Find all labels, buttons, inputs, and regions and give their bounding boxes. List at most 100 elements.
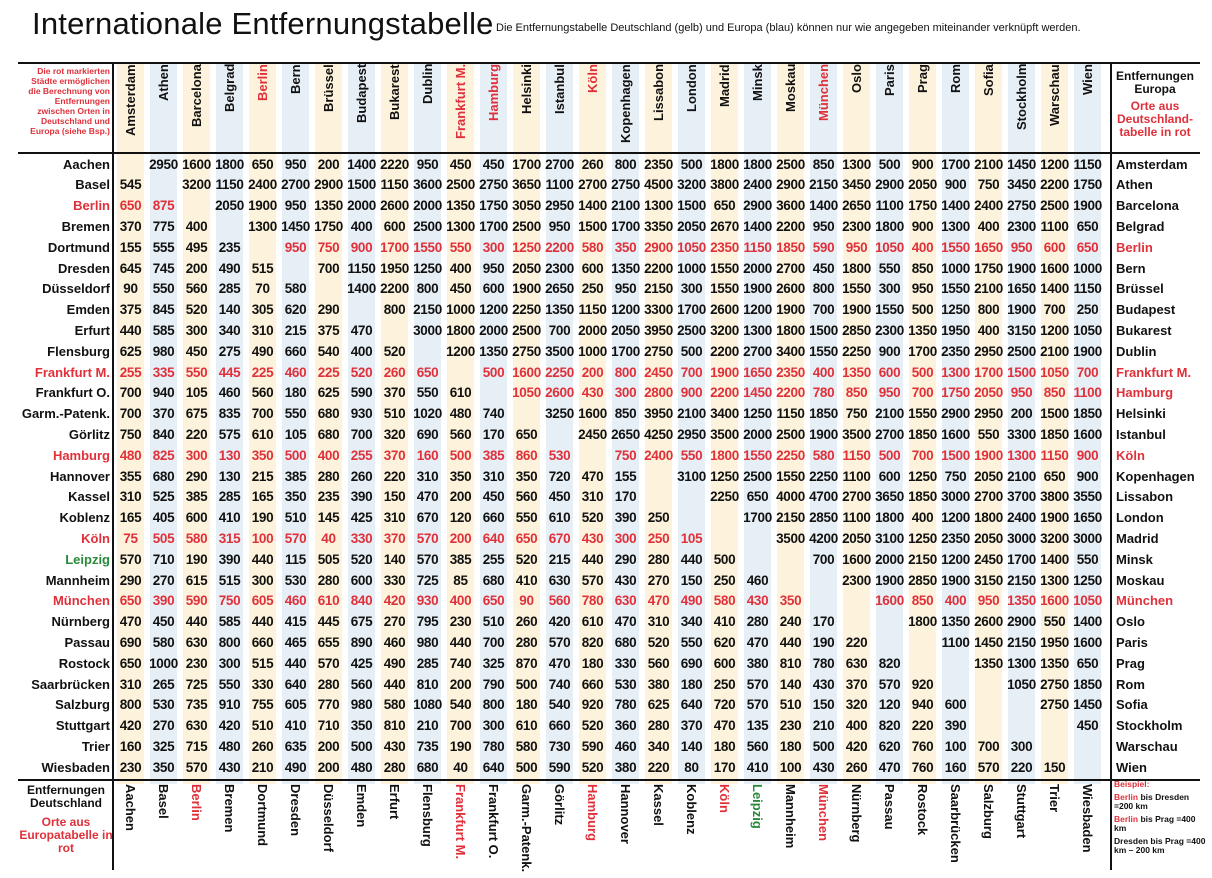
distance-cell: 320 [383,426,406,442]
europe-column-header: Berlin [255,64,270,101]
distance-cell: 550 [878,260,901,276]
distance-cell: 90 [123,281,138,297]
germany-row-label: Leipzig [65,551,110,567]
europe-column-header: Madrid [717,64,732,107]
distance-cell: 2150 [809,177,838,193]
distance-cell: 1850 [1073,406,1102,422]
distance-cell: 1650 [1007,281,1036,297]
distance-cell: 2150 [644,281,673,297]
distance-cell: 310 [383,510,406,526]
distance-cell: 4000 [776,489,805,505]
distance-cell: 330 [383,572,406,588]
distance-cell: 3950 [644,406,673,422]
distance-cell: 2200 [776,218,805,234]
distance-cell: 2150 [908,551,937,567]
germany-row-label: Hamburg [52,447,110,463]
distance-cell: 510 [251,718,274,734]
distance-cell: 350 [251,447,274,463]
distance-cell: 700 [119,385,142,401]
distance-cell: 1100 [842,510,871,526]
distance-cell: 390 [944,718,967,734]
distance-cell: 300 [251,572,274,588]
distance-cell: 2000 [743,426,772,442]
distance-cell: 560 [251,385,274,401]
distance-cell: 1900 [776,302,805,318]
distance-cell: 2250 [842,343,871,359]
example-line-2: bis Prag =400 km [1114,813,1196,833]
distance-cell: 290 [317,302,340,318]
distance-cell: 2300 [842,572,871,588]
distance-cell: 1250 [413,260,442,276]
distance-cell: 220 [911,718,934,734]
distance-cell: 800 [614,364,637,380]
distance-cell: 2500 [776,156,805,172]
distance-cell: 660 [581,676,604,692]
distance-cell: 2300 [875,322,904,338]
distance-cell: 280 [317,572,340,588]
distance-cell: 500 [713,551,736,567]
distance-cell: 330 [350,530,373,546]
distance-cell: 2100 [677,406,706,422]
distance-cell: 800 [482,697,505,713]
distance-cell: 2700 [776,260,805,276]
distance-cell: 140 [218,302,241,318]
europe-header-subtitle: Orte aus Deutschland-tabelle in rot [1116,99,1193,139]
column-stripe [414,62,441,784]
distance-cell: 490 [251,343,274,359]
distance-cell: 410 [746,759,769,775]
distance-cell: 260 [350,468,373,484]
distance-cell: 545 [119,177,142,193]
distance-cell: 1020 [413,406,442,422]
distance-cell: 1150 [1073,281,1102,297]
distance-cell: 375 [119,302,142,318]
distance-cell: 3000 [413,322,442,338]
distance-cell: 1900 [512,281,541,297]
europe-row-label: Belgrad [1116,218,1165,234]
distance-cell: 650 [482,593,505,609]
distance-cell: 2850 [842,322,871,338]
distance-cell: 3600 [776,198,805,214]
distance-cell: 390 [614,510,637,526]
distance-cell: 255 [350,447,373,463]
distance-cell: 2900 [743,198,772,214]
distance-cell: 325 [482,655,505,671]
distance-cell: 285 [416,655,439,671]
distance-cell: 250 [713,676,736,692]
distance-cell: 1600 [842,551,871,567]
distance-cell: 415 [284,614,307,630]
germany-row-label: Garm.-Patenk. [21,406,110,422]
distance-cell: 210 [416,718,439,734]
distance-cell: 1450 [1073,697,1102,713]
distance-cell: 630 [614,593,637,609]
distance-cell: 1650 [1073,510,1102,526]
distance-cell: 715 [185,738,208,754]
germany-column-footer: Emden [354,784,369,828]
distance-cell: 950 [548,218,571,234]
distance-cell: 390 [152,593,175,609]
distance-cell: 2670 [710,218,739,234]
distance-cell: 450 [185,343,208,359]
distance-cell: 300 [614,385,637,401]
distance-cell: 2000 [413,198,442,214]
distance-cell: 850 [845,385,868,401]
distance-cell: 425 [350,510,373,526]
distance-cell: 490 [284,759,307,775]
distance-cell: 130 [218,447,241,463]
distance-cell: 450 [152,614,175,630]
column-stripe [810,62,837,784]
distance-cell: 890 [350,634,373,650]
distance-cell: 600 [878,468,901,484]
distance-cell: 1800 [776,322,805,338]
distance-cell: 310 [416,468,439,484]
distance-cell: 480 [218,738,241,754]
distance-cell: 300 [218,655,241,671]
distance-cell: 1600 [578,406,607,422]
distance-cell: 950 [911,281,934,297]
distance-cell: 420 [218,718,241,734]
distance-cell: 440 [185,614,208,630]
europe-row-label: Amsterdam [1116,156,1188,172]
distance-cell: 400 [944,593,967,609]
distance-cell: 280 [647,718,670,734]
distance-cell: 570 [317,655,340,671]
germany-row-label: München [52,593,110,609]
